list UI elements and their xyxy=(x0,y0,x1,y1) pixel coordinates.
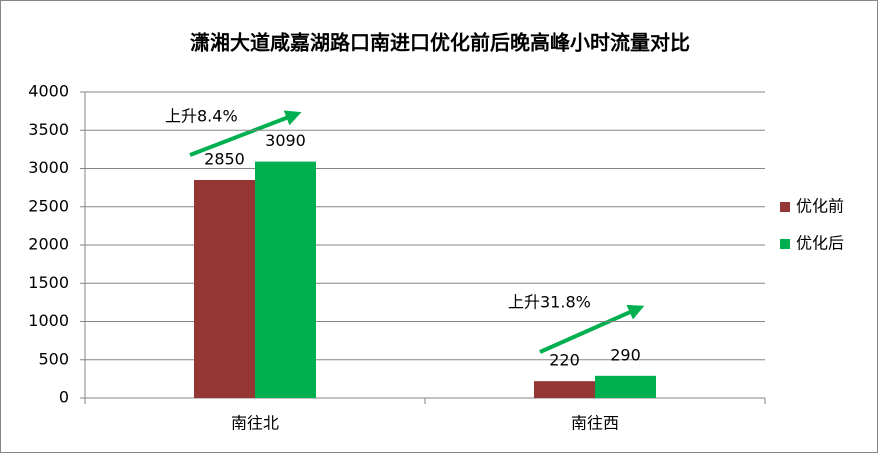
bar xyxy=(534,381,595,398)
legend-label: 优化后 xyxy=(796,234,844,253)
legend-label: 优化前 xyxy=(796,197,844,216)
y-tick-label: 1500 xyxy=(28,273,69,292)
y-tick-label: 2500 xyxy=(28,196,69,215)
y-tick-label: 1000 xyxy=(28,311,69,330)
arrow xyxy=(189,110,302,157)
legend-swatch xyxy=(780,239,790,249)
y-tick-label: 0 xyxy=(59,388,69,407)
arrow xyxy=(539,304,645,354)
y-tick-label: 3000 xyxy=(28,158,69,177)
bar xyxy=(255,161,316,398)
y-tick-label: 2000 xyxy=(28,235,69,254)
x-tick-label: 南往北 xyxy=(231,414,279,433)
bar xyxy=(595,375,656,398)
value-label: 2850 xyxy=(204,149,245,168)
x-tick-label: 南往西 xyxy=(571,414,619,433)
value-label: 220 xyxy=(549,351,580,370)
y-tick-label: 3500 xyxy=(28,120,69,139)
annotation: 上升31.8% xyxy=(508,293,591,312)
value-label: 290 xyxy=(610,345,641,364)
legend-swatch xyxy=(780,202,790,212)
annotation: 上升8.4% xyxy=(165,107,238,126)
y-tick-label: 500 xyxy=(38,349,69,368)
y-tick-label: 4000 xyxy=(28,82,69,101)
value-label: 3090 xyxy=(265,131,306,150)
bar xyxy=(194,179,255,398)
chart-title: 潇湘大道咸嘉湖路口南进口优化前后晚高峰小时流量对比 xyxy=(190,31,690,55)
